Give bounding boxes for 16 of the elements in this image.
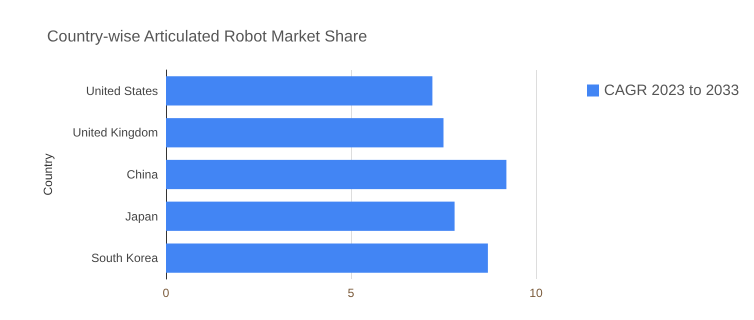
x-tick-label: 10 xyxy=(529,286,543,300)
y-axis-title: Country xyxy=(41,153,55,196)
y-tick-label: United States xyxy=(86,84,158,98)
bar xyxy=(166,202,455,231)
y-tick-label: China xyxy=(126,168,158,182)
y-tick-label: South Korea xyxy=(91,251,158,266)
chart-title: Country-wise Articulated Robot Market Share xyxy=(47,28,368,46)
y-tick-label: Japan xyxy=(125,209,158,224)
x-tick-label: 0 xyxy=(162,286,170,300)
bar xyxy=(166,160,506,190)
x-tick-label: 5 xyxy=(348,286,355,300)
bar xyxy=(166,243,488,273)
y-tick-label: United Kingdom xyxy=(72,126,158,140)
legend-label: CAGR 2023 to 2033 xyxy=(604,82,740,99)
bar xyxy=(166,118,444,148)
bar xyxy=(166,76,432,106)
